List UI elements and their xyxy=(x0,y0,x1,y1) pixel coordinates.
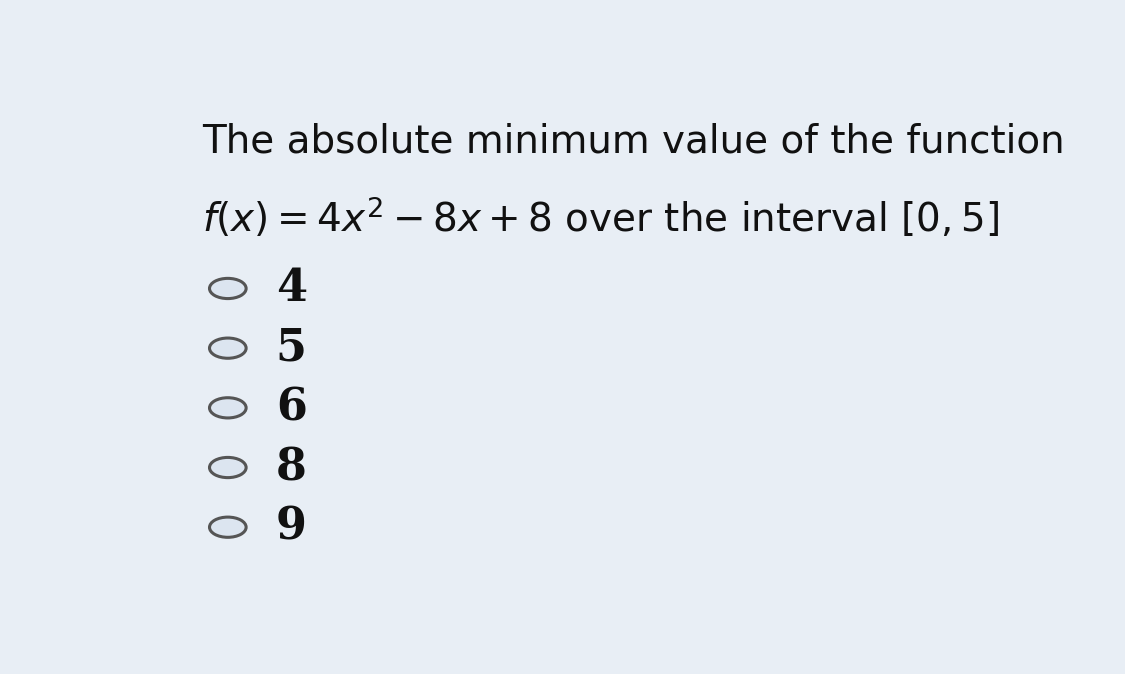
Text: 6: 6 xyxy=(276,386,307,429)
Text: The absolute minimum value of the function: The absolute minimum value of the functi… xyxy=(201,123,1064,160)
Text: 8: 8 xyxy=(276,446,307,489)
Text: $f(x) = 4x^2 - 8x + 8$ over the interval $[0, 5]$: $f(x) = 4x^2 - 8x + 8$ over the interval… xyxy=(201,195,999,240)
Text: 9: 9 xyxy=(276,506,307,549)
Text: 4: 4 xyxy=(276,267,307,310)
Ellipse shape xyxy=(209,338,246,359)
Ellipse shape xyxy=(209,458,246,478)
Ellipse shape xyxy=(209,398,246,418)
Ellipse shape xyxy=(209,278,246,299)
Text: 5: 5 xyxy=(276,327,307,369)
Ellipse shape xyxy=(209,517,246,537)
